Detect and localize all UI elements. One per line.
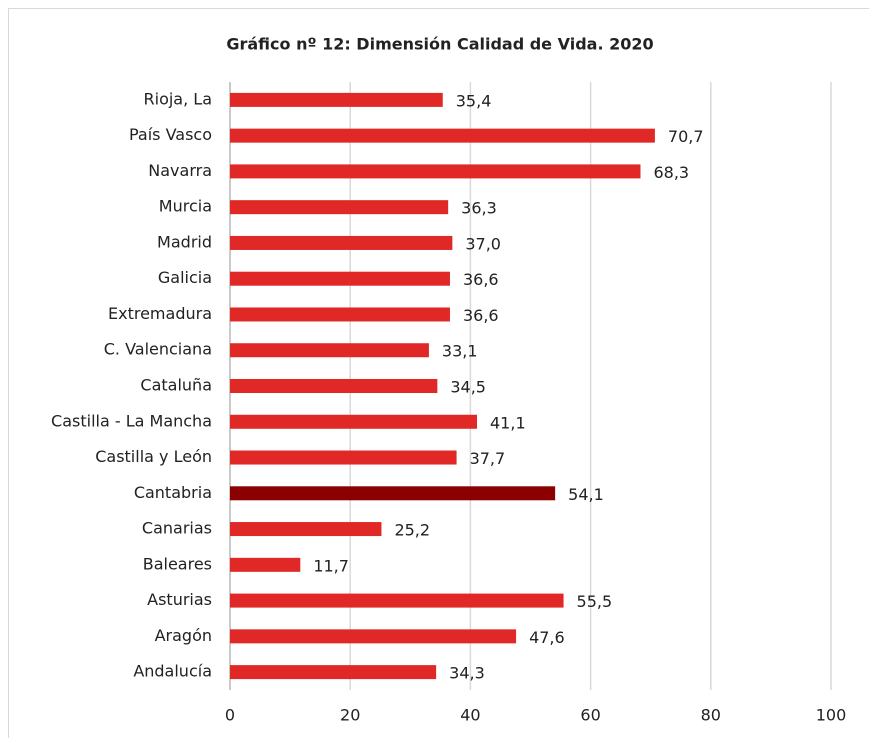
- bar: [230, 164, 641, 179]
- bar: [230, 593, 564, 608]
- data-label: 68,3: [653, 163, 689, 182]
- bar: [230, 200, 449, 215]
- y-tick-label: Navarra: [148, 161, 212, 180]
- bar: [230, 557, 301, 572]
- y-tick-label: País Vasco: [129, 125, 212, 144]
- chart-border: [8, 8, 869, 738]
- data-label: 41,1: [490, 413, 526, 432]
- data-label: 37,0: [465, 234, 501, 253]
- y-tick-label: Castilla y León: [95, 447, 212, 466]
- x-tick-label: 40: [460, 706, 480, 725]
- y-tick-label: Rioja, La: [144, 89, 213, 108]
- data-label: 47,6: [529, 628, 565, 647]
- x-tick-label: 0: [225, 706, 235, 725]
- data-label: 34,5: [450, 378, 486, 397]
- y-tick-label: Andalucía: [133, 662, 212, 681]
- data-label: 11,7: [313, 556, 349, 575]
- bar: [230, 414, 478, 429]
- x-tick-label: 80: [701, 706, 721, 725]
- y-tick-label: Madrid: [157, 232, 212, 251]
- data-label: 55,5: [577, 592, 613, 611]
- bar: [230, 629, 517, 644]
- bar: [230, 522, 382, 537]
- x-tick-label: 60: [580, 706, 600, 725]
- y-tick-label: Castilla - La Mancha: [51, 411, 212, 430]
- data-label: 34,3: [449, 664, 485, 683]
- data-label: 35,4: [456, 91, 492, 110]
- bar: [230, 235, 453, 250]
- data-label: 33,1: [442, 342, 478, 361]
- data-label: 36,3: [461, 199, 497, 218]
- bar: [230, 128, 655, 143]
- y-tick-label: Aragón: [155, 626, 212, 645]
- bar: [230, 271, 450, 286]
- x-tick-label: 20: [340, 706, 360, 725]
- y-tick-label: Cantabria: [134, 483, 212, 502]
- y-tick-label: Baleares: [143, 554, 212, 573]
- bar: [230, 486, 556, 501]
- data-label: 36,6: [463, 306, 499, 325]
- bar: [230, 665, 437, 680]
- x-tick-label: 100: [816, 706, 847, 725]
- bar: [230, 379, 438, 393]
- data-label: 70,7: [668, 127, 704, 146]
- y-tick-label: Galicia: [158, 268, 212, 287]
- bar: [230, 450, 457, 465]
- data-label: 37,7: [470, 449, 506, 468]
- y-tick-label: Canarias: [142, 519, 212, 538]
- y-tick-label: Murcia: [159, 197, 212, 216]
- bar: [230, 307, 450, 322]
- y-tick-label: Extremadura: [108, 304, 212, 323]
- data-label: 25,2: [394, 521, 430, 540]
- data-label: 54,1: [568, 485, 604, 504]
- y-tick-label: Cataluña: [140, 376, 212, 395]
- bar: [230, 92, 443, 107]
- y-tick-label: Asturias: [147, 590, 212, 609]
- bar: [230, 343, 429, 358]
- y-tick-label: C. Valenciana: [104, 340, 212, 359]
- chart-title: Gráfico nº 12: Dimensión Calidad de Vida…: [226, 35, 653, 54]
- data-label: 36,6: [463, 270, 499, 289]
